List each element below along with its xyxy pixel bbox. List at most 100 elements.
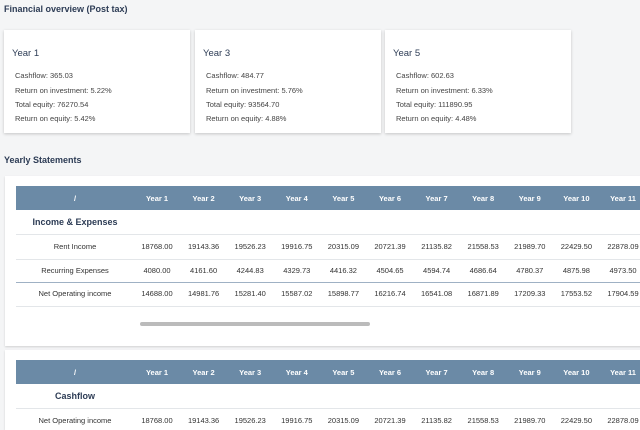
header-cell: Year 2 (192, 194, 215, 203)
page-title: Financial overview (Post tax) (4, 4, 128, 14)
value-cell: 21558.53 (467, 416, 499, 425)
value-cell: 4875.98 (562, 265, 590, 275)
row-label: Rent Income (53, 242, 97, 251)
value-cell: 4244.83 (236, 265, 264, 275)
summary-card: Year 5 Cashflow: 602.63 Return on investme… (385, 30, 571, 133)
header-cell: Year 3 (239, 194, 262, 203)
card-metric: Total equity: 76270.54 (15, 100, 89, 109)
header-cell: Year 10 (563, 194, 590, 203)
value-cell: 21558.53 (467, 242, 499, 251)
header-cell: Year 5 (332, 368, 355, 377)
card-metric: Return on equity: 4.88% (206, 114, 287, 123)
value-cell: 4329.73 (283, 265, 311, 275)
card-metric: Total equity: 93564.70 (206, 100, 280, 109)
card-title: Year 3 (203, 48, 231, 59)
header-cell: Year 3 (239, 368, 262, 377)
row-divider (16, 258, 640, 260)
value-cell: 19916.75 (281, 416, 313, 425)
horizontal-scrollbar[interactable] (140, 322, 370, 326)
header-cell: Year 11 (610, 194, 636, 203)
value-cell: 19526.23 (234, 242, 266, 251)
value-cell: 21135.82 (421, 242, 452, 251)
header-cell: Year 2 (192, 368, 215, 377)
value-cell: 19916.75 (281, 242, 313, 251)
card-title: Year 1 (12, 48, 40, 59)
row-divider (16, 282, 640, 283)
value-cell: 19143.36 (187, 416, 220, 425)
header-cell: Year 7 (425, 194, 448, 203)
header-cell: Year 9 (518, 194, 541, 203)
card-title: Year 5 (393, 48, 421, 59)
card-metric: Return on investment: 6.33% (396, 86, 493, 95)
header-cell: Year 4 (285, 194, 308, 203)
value-cell: 4504.65 (376, 265, 404, 275)
row-label: Net Operating income (38, 289, 112, 298)
value-cell: 14981.76 (187, 289, 220, 298)
header-cell: Year 8 (472, 368, 495, 377)
value-cell: 21989.70 (514, 242, 546, 251)
value-cell: 20315.09 (327, 416, 360, 425)
value-cell: 17553.52 (560, 289, 593, 298)
value-cell: 16541.08 (420, 289, 453, 298)
value-cell: 20721.39 (374, 242, 406, 251)
summary-card: Year 3 Cashflow: 484.77 Return on investme… (195, 30, 381, 133)
value-cell: 20315.09 (327, 242, 360, 251)
header-cell: Year 9 (518, 368, 541, 377)
header-cell: / (73, 194, 77, 203)
value-cell: 20721.39 (374, 416, 406, 425)
value-cell: 22878.09 (607, 416, 639, 425)
statement-table: / Year 1 Year 2 Year 3 Year 4 Year 5 Year 6 Yea… (5, 176, 640, 346)
table-header (16, 186, 640, 210)
header-cell: Year 5 (332, 194, 355, 203)
card-metric: Return on equity: 4.48% (396, 114, 477, 123)
header-cell: Year 6 (378, 368, 402, 377)
value-cell: 15281.40 (234, 289, 266, 298)
value-cell: 15898.77 (327, 289, 360, 298)
card-metric: Cashflow: 484.77 (206, 71, 264, 80)
value-cell: 19143.36 (187, 242, 220, 251)
value-cell: 4973.50 (609, 265, 637, 275)
header-cell: Year 8 (472, 194, 495, 203)
value-cell: 22429.50 (560, 242, 593, 251)
section-label: Cashflow (54, 391, 95, 401)
section-title: Yearly Statements (4, 155, 82, 165)
value-cell: 21135.82 (421, 416, 452, 425)
value-cell: 4161.60 (190, 265, 218, 275)
value-cell: 14688.00 (141, 289, 173, 298)
value-cell: 17904.59 (607, 289, 639, 298)
value-cell: 4594.74 (423, 265, 451, 275)
header-cell: Year 1 (145, 194, 169, 203)
header-cell: Year 1 (145, 368, 169, 377)
row-divider (16, 305, 640, 307)
statement-table: / Year 1 Year 2 Year 3 Year 4 Year 5 Year 6 Yea… (5, 350, 640, 430)
card-metric: Return on investment: 5.22% (15, 86, 112, 95)
value-cell: 16216.74 (374, 289, 406, 298)
value-cell: 4780.37 (516, 265, 544, 275)
value-cell: 18768.00 (141, 416, 173, 425)
value-cell: 16871.89 (467, 289, 499, 298)
value-cell: 15587.02 (281, 289, 313, 298)
value-cell: 22429.50 (560, 416, 593, 425)
card-metric: Cashflow: 602.63 (396, 71, 454, 80)
row-divider (16, 408, 640, 409)
summary-card: Year 1 Cashflow: 365.03 Return on investme… (4, 30, 190, 133)
value-cell: 4416.32 (329, 265, 357, 275)
header-cell: Year 4 (285, 368, 308, 377)
value-cell: 18768.00 (141, 242, 173, 251)
header-cell: Year 10 (563, 368, 590, 377)
card-metric: Cashflow: 365.03 (15, 71, 73, 80)
header-cell: Year 7 (425, 368, 448, 377)
table-header (16, 360, 640, 384)
value-cell: 19526.23 (234, 416, 266, 425)
card-metric: Total equity: 111890.95 (396, 100, 473, 109)
row-label: Net Operating income (38, 416, 112, 425)
row-divider (16, 234, 640, 235)
header-cell: / (73, 368, 77, 377)
section-label: Income & Expenses (32, 217, 118, 227)
card-metric: Return on investment: 5.76% (206, 86, 303, 95)
row-label: Recurring Expenses (41, 265, 109, 275)
value-cell: 22878.09 (607, 242, 639, 251)
header-cell: Year 11 (610, 368, 636, 377)
value-cell: 21989.70 (514, 416, 546, 425)
